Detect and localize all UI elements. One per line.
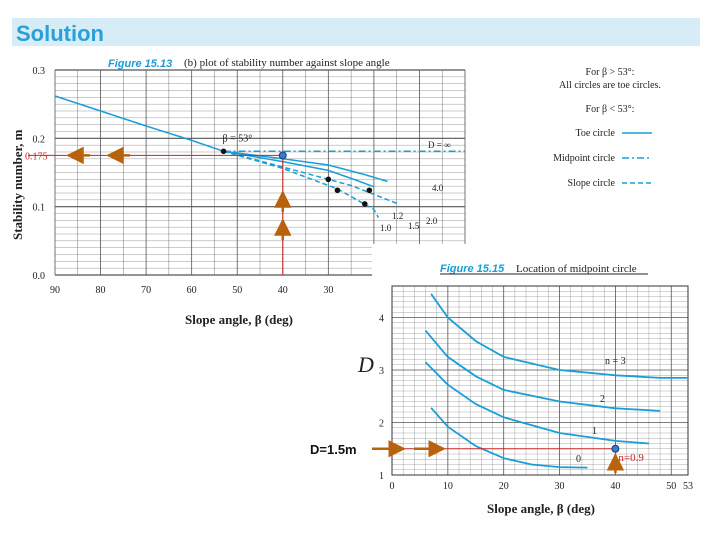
midpoint-curve-label: 2 — [600, 394, 605, 405]
stability-y-tick: 0.3 — [33, 66, 46, 77]
midpoint-y-tick: 4 — [379, 314, 384, 325]
n-value-label: n=0.9 — [618, 452, 644, 464]
midpoint-ylabel: D — [357, 352, 374, 377]
midpoint-series-2 — [424, 361, 649, 445]
midpoint-y-tick: 3 — [379, 366, 384, 377]
midpoint-y-tick: 1 — [379, 471, 384, 482]
midpoint-series-1 — [424, 330, 661, 412]
midpoint-x-tick: 50 — [666, 481, 676, 492]
d-value-label: D=1.5m — [310, 442, 357, 457]
stability-x-tick: 80 — [96, 285, 106, 296]
page-title: Solution — [16, 21, 104, 46]
stability-legend: For β > 53°: All circles are toe circles… — [553, 67, 661, 189]
midpoint-x-tick: 53 — [683, 481, 693, 492]
midpoint-panel — [372, 244, 702, 494]
stability-series-dashed-5 — [223, 150, 380, 218]
stability-ticks: 90 80 70 60 50 40 30 0.0 0.1 0.2 0.3 — [33, 66, 334, 296]
beta-annotation: β = 53° — [223, 133, 253, 144]
stability-x-tick: 50 — [232, 285, 242, 296]
midpoint-series — [424, 293, 688, 469]
midpoint-series-3 — [430, 407, 588, 469]
midpoint-curve-label: 0 — [576, 454, 581, 465]
stability-curve-label: 2.0 — [426, 216, 438, 226]
legend-label-slope: Slope circle — [568, 178, 616, 189]
read-value-label: 0.175 — [25, 151, 48, 162]
midpoint-x-tick: 40 — [610, 481, 620, 492]
stability-x-tick: 60 — [187, 285, 197, 296]
stability-y-tick: 0.2 — [33, 134, 46, 145]
stability-x-tick: 30 — [323, 285, 333, 296]
stability-point — [220, 148, 227, 155]
legend-note-2: All circles are toe circles. — [559, 80, 661, 91]
midpoint-x-tick: 30 — [555, 481, 565, 492]
midpoint-y-tick: 2 — [379, 419, 384, 430]
stability-title: (b) plot of stability number against slo… — [184, 57, 390, 69]
stability-curve-label: 1.5 — [408, 221, 420, 231]
stability-point — [366, 187, 373, 194]
stability-curve-label: D = ∞ — [428, 140, 451, 150]
stability-series — [54, 95, 465, 218]
midpoint-frame — [391, 285, 689, 476]
midpoint-x-tick: 10 — [443, 481, 453, 492]
stability-curve-labels: D = ∞ 4.0 2.0 1.5 1.21.0 — [380, 140, 451, 233]
midpoint-curve-label: n = 3 — [605, 356, 626, 367]
midpoint-annotations: D=1.5m n=0.9 — [310, 440, 644, 473]
stability-chart: 90 80 70 60 50 40 30 0.0 0.1 0.2 0.3 D = ∞ 4.0 2.0 1.… — [10, 57, 661, 327]
stability-point — [361, 201, 368, 207]
stability-series-solid-0 — [54, 95, 224, 153]
stability-point — [334, 187, 341, 194]
read-point-marker — [278, 151, 287, 160]
stability-y-tick: 0.0 — [33, 271, 46, 282]
stability-series-solid-1 — [223, 150, 388, 183]
midpoint-title: Location of midpoint circle — [516, 263, 637, 275]
stability-annotations: β = 53° 0.175 — [25, 133, 292, 275]
legend-label-toe: Toe circle — [575, 128, 615, 139]
legend-note-1: For β > 53°: — [586, 67, 635, 78]
stability-curve-label: 1.0 — [380, 223, 392, 233]
stability-xlabel: Slope angle, β (deg) — [185, 312, 293, 327]
stability-x-tick: 90 — [50, 285, 60, 296]
midpoint-grid — [391, 285, 689, 476]
stability-figure-label: Figure 15.13 — [108, 58, 172, 70]
midpoint-figure-label: Figure 15.15 — [440, 263, 505, 275]
midpoint-curve-labels: n = 3 2 1 0 — [576, 356, 626, 465]
midpoint-series-0 — [430, 293, 688, 379]
stability-point — [325, 176, 332, 183]
midpoint-x-tick: 20 — [499, 481, 509, 492]
stability-x-tick: 40 — [278, 285, 288, 296]
stability-curve-label: 4.0 — [432, 183, 444, 193]
midpoint-xlabel: Slope angle, β (deg) — [487, 501, 595, 516]
stability-series-dashed-4 — [223, 150, 397, 204]
legend-label-midpoint: Midpoint circle — [553, 153, 615, 164]
stability-y-tick: 0.1 — [33, 203, 46, 214]
midpoint-marker — [611, 444, 620, 453]
stability-curve-label: 1.2 — [392, 211, 403, 221]
stability-series-solid-2 — [223, 150, 375, 188]
header-bar: Solution — [12, 18, 700, 46]
midpoint-curve-label: 1 — [592, 426, 597, 437]
midpoint-x-tick: 0 — [390, 481, 395, 492]
stability-ylabel: Stability number, m — [10, 129, 25, 240]
stability-x-tick: 70 — [141, 285, 151, 296]
legend-note-3: For β < 53°: — [586, 104, 635, 115]
